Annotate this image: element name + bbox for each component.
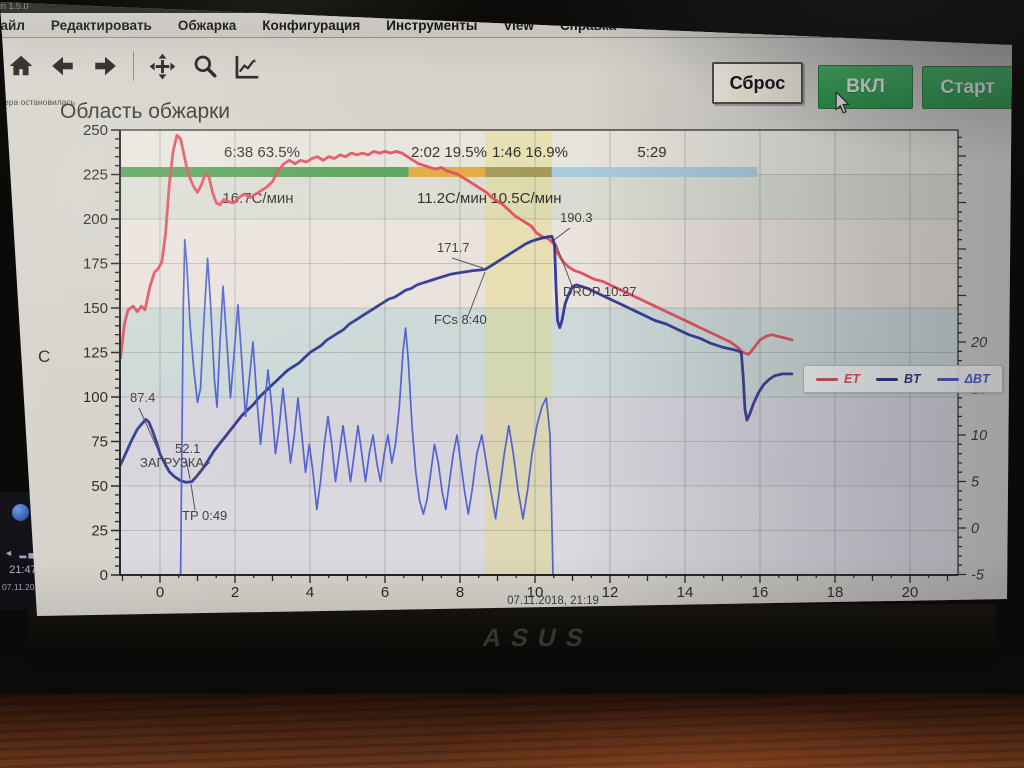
curve-BT: [119, 234, 794, 484]
svg-text:11.2С/мин: 11.2С/мин: [417, 190, 487, 207]
back-arrow-icon[interactable]: [46, 50, 79, 83]
curve-ET: [119, 133, 794, 360]
svg-text:DROP 10:27: DROP 10:27: [563, 284, 636, 299]
phase-labels: 6:38 63.5% 2:02 19.5% 1:46 16.9% 5:29 16.7С/…: [222, 144, 666, 207]
svg-text:0: 0: [100, 567, 108, 584]
legend-swatch: [936, 377, 959, 381]
svg-text:200: 200: [83, 211, 108, 228]
svg-text:52.1: 52.1: [175, 441, 200, 456]
corner-app-icon: [12, 504, 29, 521]
svg-text:ЗАГРУЗКА: ЗАГРУЗКА: [140, 455, 204, 470]
laptop-brand-logo: ASUS: [480, 624, 596, 652]
legend-swatch: [816, 377, 838, 381]
legend-swatch: [875, 377, 898, 381]
axes: [111, 129, 966, 583]
svg-text:87.4: 87.4: [130, 390, 155, 405]
legend-item-BT: BT: [875, 372, 921, 386]
subplots-icon[interactable]: [230, 50, 263, 83]
laptop-screen: Artisan 1.5.0 Файл Редактировать Обжарка Ко…: [0, 1, 1012, 616]
svg-text:0: 0: [156, 584, 164, 601]
menu-item-file[interactable]: Файл: [0, 17, 25, 33]
svg-text:10: 10: [971, 428, 987, 444]
legend-label: BT: [903, 372, 921, 386]
x-axis-labels: 0 2 4 6 8 10 12 14 16 18 20: [156, 584, 919, 601]
svg-text:225: 225: [83, 167, 108, 184]
svg-text:-5: -5: [971, 568, 985, 584]
svg-text:10.5С/мин: 10.5С/мин: [490, 190, 561, 207]
svg-text:TP 0:49: TP 0:49: [182, 508, 227, 523]
svg-text:5: 5: [971, 475, 980, 491]
reset-button[interactable]: Сброс: [712, 62, 803, 104]
corner-status-icons: ◄ ▂▄▆: [4, 548, 46, 558]
svg-text:171.7: 171.7: [437, 240, 470, 255]
svg-text:100: 100: [83, 389, 108, 406]
y-axis-labels: 0 25 50 75 100 125 150 175 200 225 250 C: [38, 122, 108, 584]
svg-text:2: 2: [231, 584, 239, 601]
start-button[interactable]: Старт: [922, 66, 1012, 109]
status-message: фера остановилась: [0, 97, 76, 107]
pan-icon[interactable]: [146, 50, 179, 83]
svg-text:16.7С/мин: 16.7С/мин: [222, 190, 293, 207]
svg-text:0: 0: [971, 521, 979, 537]
event-annotations: 190.3 DROP 10:27 171.7 FCs 8:40 87.4 52.1ЗАГР…: [130, 210, 636, 523]
svg-text:190.3: 190.3: [560, 210, 593, 225]
zoom-icon[interactable]: [188, 50, 221, 83]
svg-text:125: 125: [83, 345, 108, 362]
window-title: Artisan 1.5.0: [0, 1, 29, 11]
wooden-desk: [0, 694, 1024, 768]
corner-clock: 21:47: [9, 564, 37, 576]
chart-legend[interactable]: ET BT ΔBT: [803, 365, 1003, 393]
svg-text:25: 25: [91, 523, 108, 540]
laptop-bezel: [28, 604, 996, 668]
svg-text:14: 14: [677, 584, 694, 601]
fc-to-drop-highlight: [485, 131, 552, 574]
svg-text:12: 12: [602, 584, 619, 601]
svg-text:75: 75: [91, 434, 108, 451]
svg-text:6:38 63.5%: 6:38 63.5%: [224, 144, 300, 161]
svg-text:6: 6: [381, 584, 389, 601]
curve-ΔBT: [179, 238, 554, 576]
svg-text:5:29: 5:29: [637, 144, 666, 161]
mouse-cursor: [834, 90, 851, 119]
menu-item-roast[interactable]: Обжарка: [177, 17, 237, 33]
chart-title: Область обжарки: [60, 100, 231, 123]
roast-date-label: 07.11.2018, 21:19: [507, 595, 599, 607]
toolbar-separator: [133, 51, 134, 81]
menu-item-edit[interactable]: Редактировать: [50, 17, 152, 33]
svg-text:16: 16: [752, 584, 769, 601]
home-icon[interactable]: [4, 50, 37, 83]
svg-text:20: 20: [902, 584, 919, 601]
menu-item-config[interactable]: Конфигурация: [262, 17, 361, 33]
power-on-button[interactable]: ВКЛ: [818, 65, 913, 109]
legend-label: ΔBT: [964, 372, 990, 386]
svg-text:250: 250: [83, 122, 108, 139]
corner-date: 07.11.2018: [2, 582, 44, 592]
svg-text:18: 18: [827, 584, 844, 601]
legend-item-ΔBT: ΔBT: [936, 372, 990, 386]
svg-text:4: 4: [306, 584, 314, 601]
forward-arrow-icon[interactable]: [88, 50, 121, 83]
y-axis-unit: C: [38, 347, 50, 366]
svg-text:175: 175: [83, 256, 108, 273]
legend-label: ET: [844, 372, 860, 386]
svg-text:20: 20: [970, 335, 987, 351]
svg-text:1:46 16.9%: 1:46 16.9%: [492, 144, 568, 161]
svg-text:10: 10: [527, 584, 544, 601]
temperature-curves: [119, 133, 794, 576]
svg-text:FCs 8:40: FCs 8:40: [434, 312, 487, 327]
navigation-toolbar: [4, 44, 263, 88]
svg-text:150: 150: [83, 300, 108, 317]
svg-text:8: 8: [456, 584, 464, 601]
svg-text:2:02 19.5%: 2:02 19.5%: [411, 144, 487, 161]
svg-text:50: 50: [91, 478, 108, 495]
legend-item-ET: ET: [816, 372, 860, 386]
